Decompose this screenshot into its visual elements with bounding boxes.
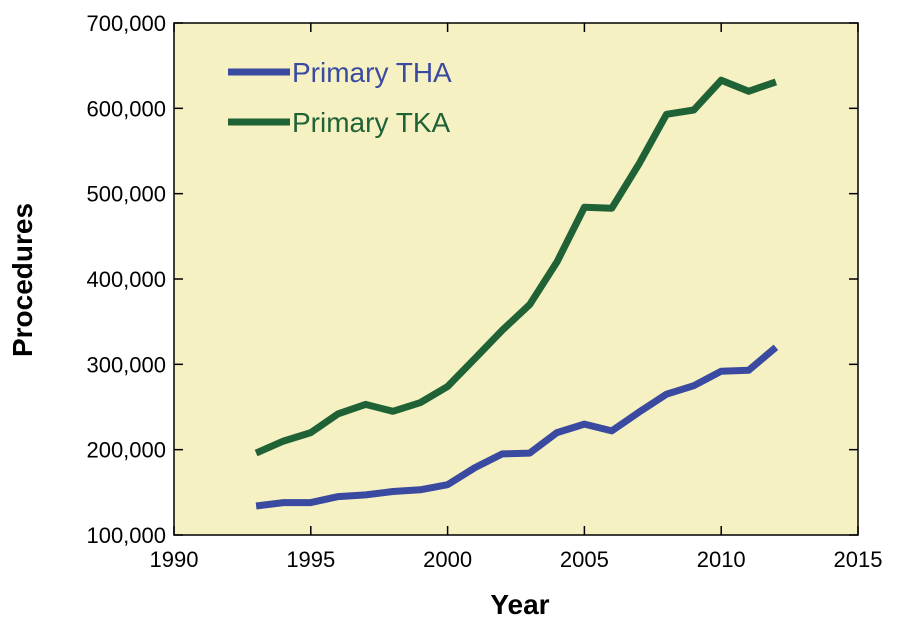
y-tick-label: 400,000 xyxy=(86,267,166,292)
x-tick-label: 2000 xyxy=(423,547,472,572)
series-line-tha xyxy=(255,344,779,510)
x-tick-label: 2010 xyxy=(697,547,746,572)
y-axis: 100,000 200,000 300,000 400,000 500,000 600,0… xyxy=(86,11,858,548)
y-tick-label: 200,000 xyxy=(86,438,166,463)
y-tick-label: 500,000 xyxy=(86,182,166,207)
series-line-tka xyxy=(254,76,778,457)
x-tick-label: 1990 xyxy=(150,547,199,572)
y-axis-title: Procedures xyxy=(7,203,38,357)
legend: Primary THA Primary TKA xyxy=(228,57,452,138)
y-tick-label: 600,000 xyxy=(86,96,166,121)
series-layer xyxy=(254,76,779,510)
x-axis: 1990 1995 2000 2005 2010 2015 xyxy=(150,23,883,572)
y-tick-label: 300,000 xyxy=(86,352,166,377)
x-tick-label: 1995 xyxy=(286,547,335,572)
x-tick-label: 2015 xyxy=(834,547,883,572)
legend-label: Primary THA xyxy=(292,57,452,88)
legend-label: Primary TKA xyxy=(292,107,450,138)
y-tick-label: 100,000 xyxy=(86,523,166,548)
y-tick-label: 700,000 xyxy=(86,11,166,36)
x-tick-label: 2005 xyxy=(560,547,609,572)
plot-area xyxy=(173,22,859,536)
x-axis-title: Year xyxy=(490,589,549,620)
